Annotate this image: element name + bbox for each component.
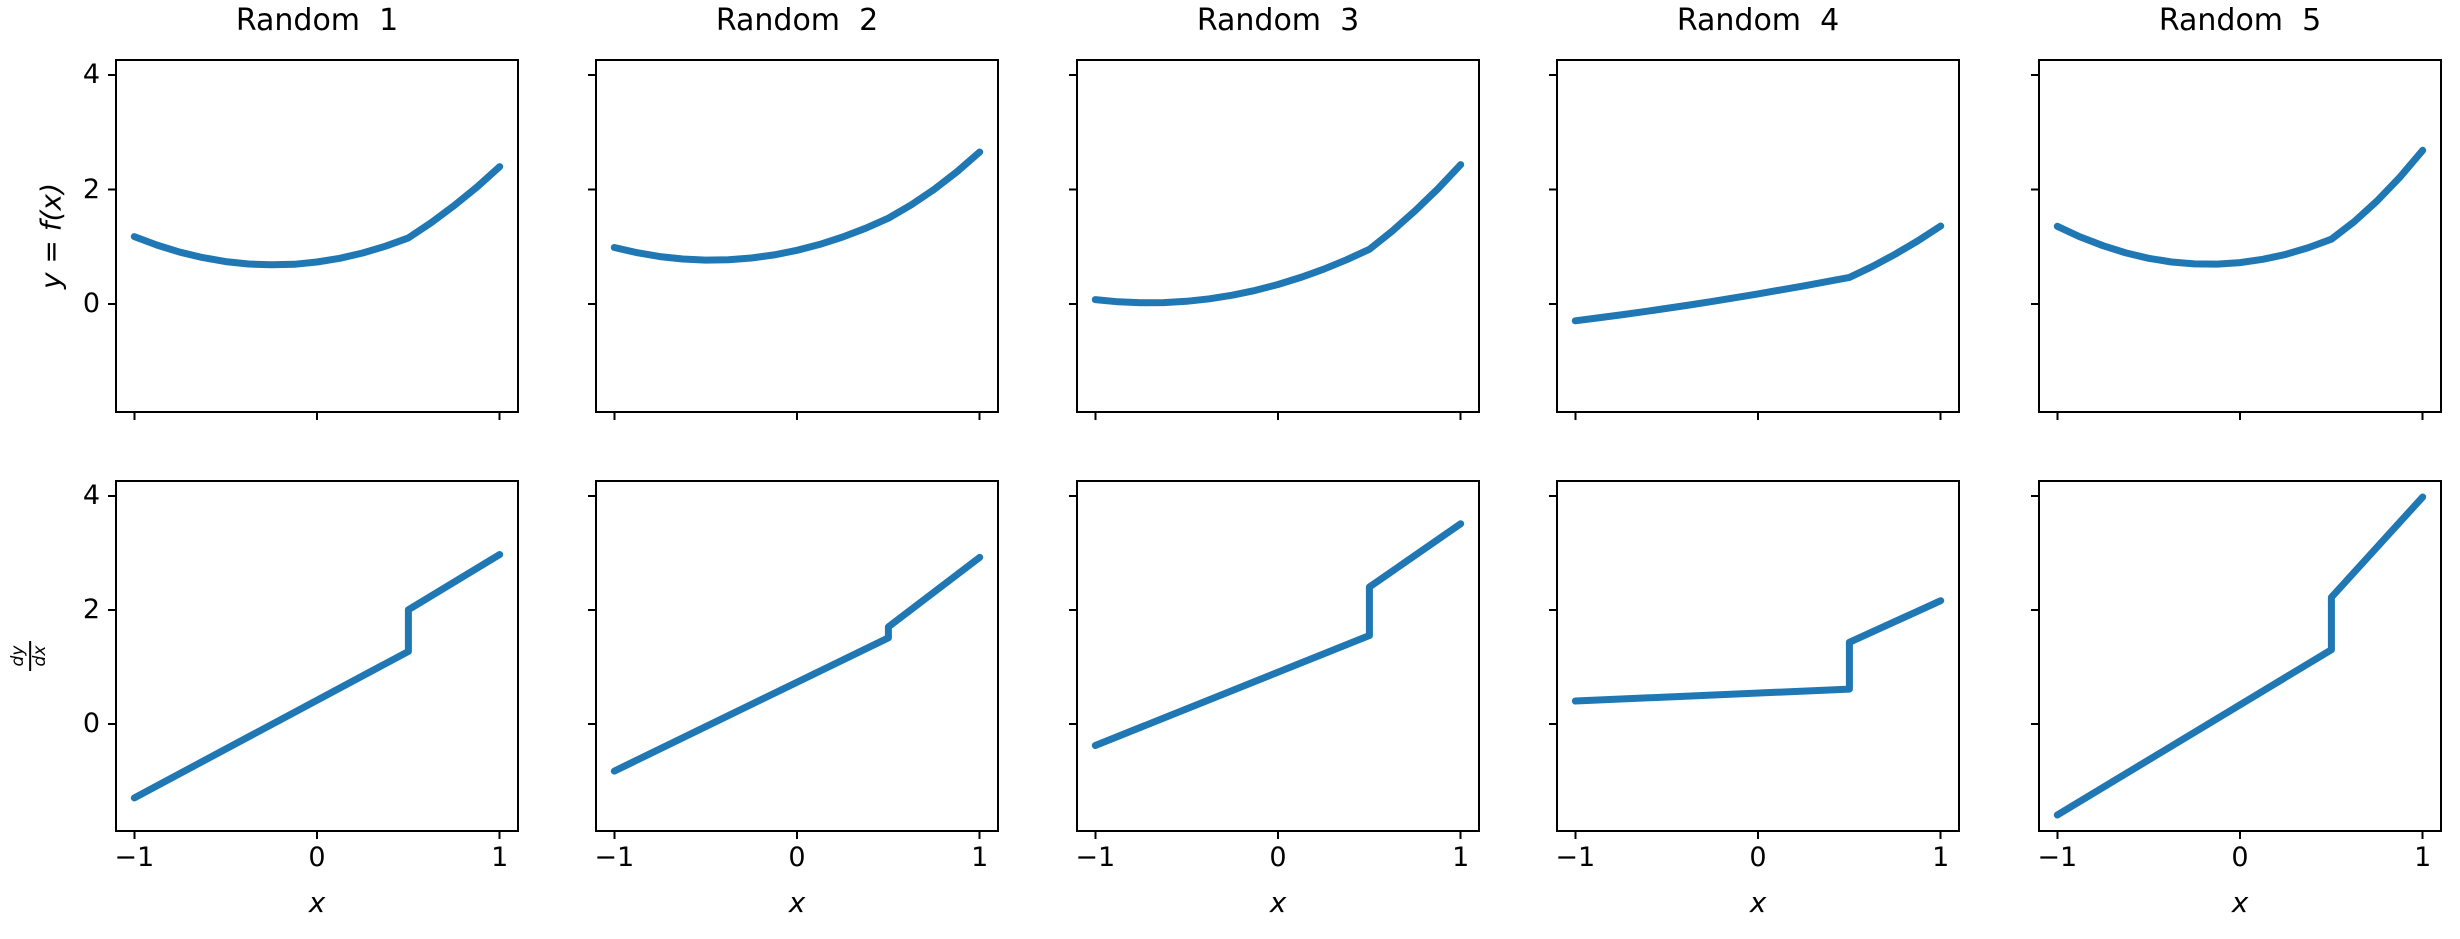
x-tick-label: −1 (1555, 842, 1596, 873)
subplot-f-random-4 (1549, 59, 1960, 420)
x-axis-label: x (1269, 886, 1287, 919)
data-line (130, 163, 504, 269)
x-tick-label: 0 (1749, 842, 1767, 873)
data-line (2053, 146, 2427, 268)
y-axis-label-row2-fraction: dy dx (8, 641, 50, 671)
y-tick-label: 4 (82, 58, 100, 90)
subplot-dfdx-random-1 (108, 480, 519, 839)
data-line (130, 551, 504, 802)
x-axis-label: x (1749, 886, 1767, 919)
y-tick-label: 2 (82, 173, 100, 205)
subplot-dfdx-random-2 (588, 480, 999, 839)
x-tick-label: −1 (1075, 842, 1116, 873)
axes-spines (2038, 59, 2442, 413)
y-tick-label: 2 (82, 593, 100, 625)
x-tick-label: 1 (971, 842, 989, 873)
x-tick-label: 0 (2231, 842, 2249, 873)
subplot-f-random-5 (2031, 59, 2442, 420)
x-tick-label: 0 (788, 842, 806, 873)
data-line (610, 553, 984, 775)
axes-spines (1556, 59, 1960, 413)
subplot-title-4: Random 4 (1676, 3, 1840, 38)
subplot-dfdx-random-5 (2031, 480, 2442, 839)
subplot-title-3: Random 3 (1196, 3, 1360, 38)
subplot-f-random-1 (108, 59, 519, 420)
data-line (1571, 597, 1945, 705)
subplot-f-random-3 (1069, 59, 1480, 420)
subplot-title-1: Random 1 (235, 3, 399, 38)
fraction-denominator: dx (30, 645, 50, 667)
x-tick-label: 1 (1452, 842, 1470, 873)
y-tick-label: 0 (82, 707, 100, 739)
subplot-title-5: Random 5 (2158, 3, 2322, 38)
x-tick-label: 1 (1932, 842, 1950, 873)
x-tick-label: −1 (2037, 842, 2078, 873)
x-tick-label: −1 (114, 842, 155, 873)
data-line (2053, 493, 2427, 819)
x-tick-label: 1 (491, 842, 509, 873)
axes-spines (1556, 480, 1960, 832)
subplot-f-random-2 (588, 59, 999, 420)
axes-spines (115, 59, 519, 413)
subplot-dfdx-random-4 (1549, 480, 1960, 839)
data-line (1091, 520, 1465, 749)
fraction-numerator: dy (8, 645, 29, 667)
axes-spines (1076, 480, 1480, 832)
x-tick-label: 0 (308, 842, 326, 873)
axes-spines (2038, 480, 2442, 832)
data-line (1091, 161, 1465, 307)
x-tick-label: 1 (2414, 842, 2432, 873)
data-line (1571, 222, 1945, 325)
data-line (610, 148, 984, 264)
x-axis-label: x (788, 886, 806, 919)
axes-spines (1076, 59, 1480, 413)
axes-spines (595, 59, 999, 413)
y-tick-label: 4 (82, 479, 100, 511)
x-axis-label: x (2231, 886, 2249, 919)
subplot-title-2: Random 2 (715, 3, 879, 38)
axes-spines (595, 480, 999, 832)
x-axis-label: x (308, 886, 326, 919)
subplot-dfdx-random-3 (1069, 480, 1480, 839)
y-tick-label: 0 (82, 288, 100, 320)
x-tick-label: 0 (1269, 842, 1287, 873)
x-tick-label: −1 (594, 842, 635, 873)
